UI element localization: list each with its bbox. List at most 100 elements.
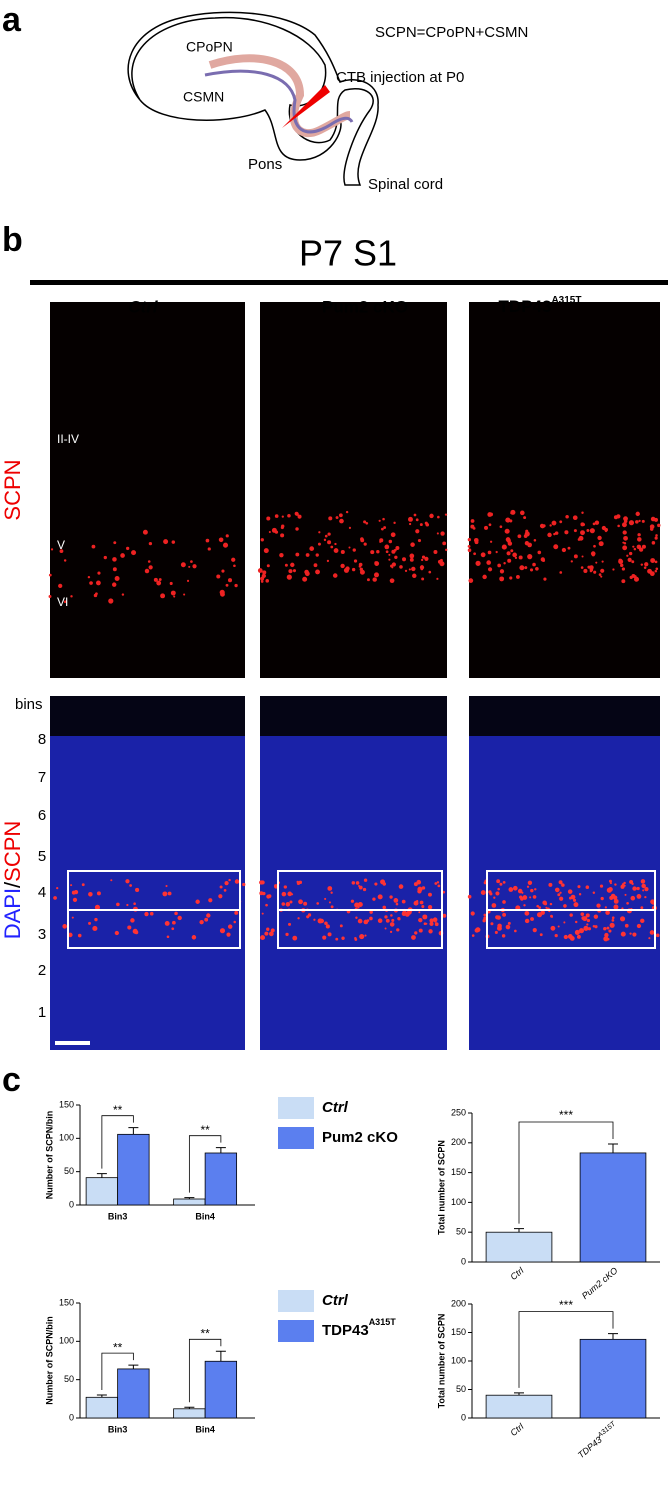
cell <box>126 546 130 551</box>
panel-label: b <box>2 221 23 259</box>
error-bar <box>608 1143 618 1153</box>
cell <box>316 902 320 905</box>
legend-swatch <box>278 1097 314 1119</box>
cell <box>657 523 661 528</box>
cell <box>377 894 383 900</box>
cell <box>420 567 424 571</box>
cell <box>425 522 430 527</box>
cell <box>572 515 578 521</box>
y-tick-label: 50 <box>456 1227 466 1237</box>
cell <box>583 925 589 931</box>
cell <box>543 577 547 581</box>
cell <box>559 520 563 524</box>
column-header: Ctrl <box>128 297 159 316</box>
cell <box>434 882 438 885</box>
cell <box>508 887 514 892</box>
cell <box>363 542 367 546</box>
y-tick-label: 200 <box>451 1298 466 1308</box>
cell <box>389 895 393 899</box>
cell <box>351 567 356 572</box>
cell <box>624 923 629 928</box>
cell <box>274 514 279 518</box>
cell <box>524 531 530 537</box>
cell <box>71 890 76 895</box>
cell <box>518 555 523 560</box>
cell <box>417 538 422 543</box>
cell <box>330 905 334 909</box>
y-tick-label: 0 <box>461 1256 466 1266</box>
cell <box>199 919 204 925</box>
cell <box>130 918 135 923</box>
cell <box>654 536 658 540</box>
cell <box>112 582 117 587</box>
cell <box>493 896 496 899</box>
cell <box>427 905 433 910</box>
cell <box>261 912 264 915</box>
cell <box>297 514 302 519</box>
cell <box>388 558 391 561</box>
cell <box>641 544 646 549</box>
tract-cpopn <box>208 54 351 138</box>
cell <box>470 911 475 916</box>
cell <box>549 524 552 527</box>
cell <box>391 566 394 569</box>
cell <box>53 896 57 900</box>
cell <box>623 884 626 887</box>
cell <box>589 565 594 570</box>
x-tick-label: Pum2 cKO <box>580 1266 620 1302</box>
cell <box>514 929 517 933</box>
cell <box>538 906 542 910</box>
cell <box>186 579 190 582</box>
y-axis-title: Number of SCPN/bin <box>44 1111 54 1200</box>
cell <box>527 554 533 560</box>
cell <box>429 921 434 926</box>
x-tick-label: TDP43A315T <box>575 1420 620 1461</box>
image-scpn <box>469 302 660 678</box>
cell <box>372 577 377 582</box>
title: P7 S1 <box>299 233 397 274</box>
cell <box>294 511 299 516</box>
cell <box>540 557 545 562</box>
cell <box>309 546 315 551</box>
cell <box>550 914 553 918</box>
cell <box>636 923 642 929</box>
cell <box>59 549 64 554</box>
cell <box>519 565 525 571</box>
cell <box>586 923 589 926</box>
cell <box>390 914 393 917</box>
cell <box>397 916 401 921</box>
cell <box>559 891 562 894</box>
cell <box>87 575 91 579</box>
cell <box>298 899 303 905</box>
y-axis-title: Number of SCPN/bin <box>44 1316 54 1405</box>
cell <box>382 517 385 521</box>
bar <box>117 1133 150 1206</box>
cell <box>561 547 567 553</box>
cell <box>404 911 410 917</box>
cell <box>618 559 624 565</box>
cell <box>266 564 270 568</box>
significance-bracket <box>188 1338 222 1403</box>
cell <box>640 918 645 924</box>
cell <box>480 890 486 896</box>
cell <box>359 934 365 940</box>
cell <box>468 578 474 583</box>
bin-number: 2 <box>38 962 46 979</box>
cell <box>505 924 511 930</box>
cell <box>226 932 231 937</box>
cell <box>373 572 380 578</box>
cell <box>421 904 425 909</box>
x-tick-label: Ctrl <box>509 1265 527 1282</box>
cell <box>223 889 227 892</box>
y-tick-label: 0 <box>69 1199 74 1209</box>
x-tick-text: Ctrl <box>509 1265 527 1282</box>
cell <box>304 571 310 577</box>
legend-label: TDP43A315T <box>322 1317 396 1339</box>
cell <box>180 562 186 568</box>
image-scpn <box>260 302 447 678</box>
cell <box>231 557 236 562</box>
cell <box>358 565 362 568</box>
legend-text: TDP43 <box>322 1322 369 1339</box>
cell <box>355 881 360 885</box>
cell <box>649 571 655 577</box>
